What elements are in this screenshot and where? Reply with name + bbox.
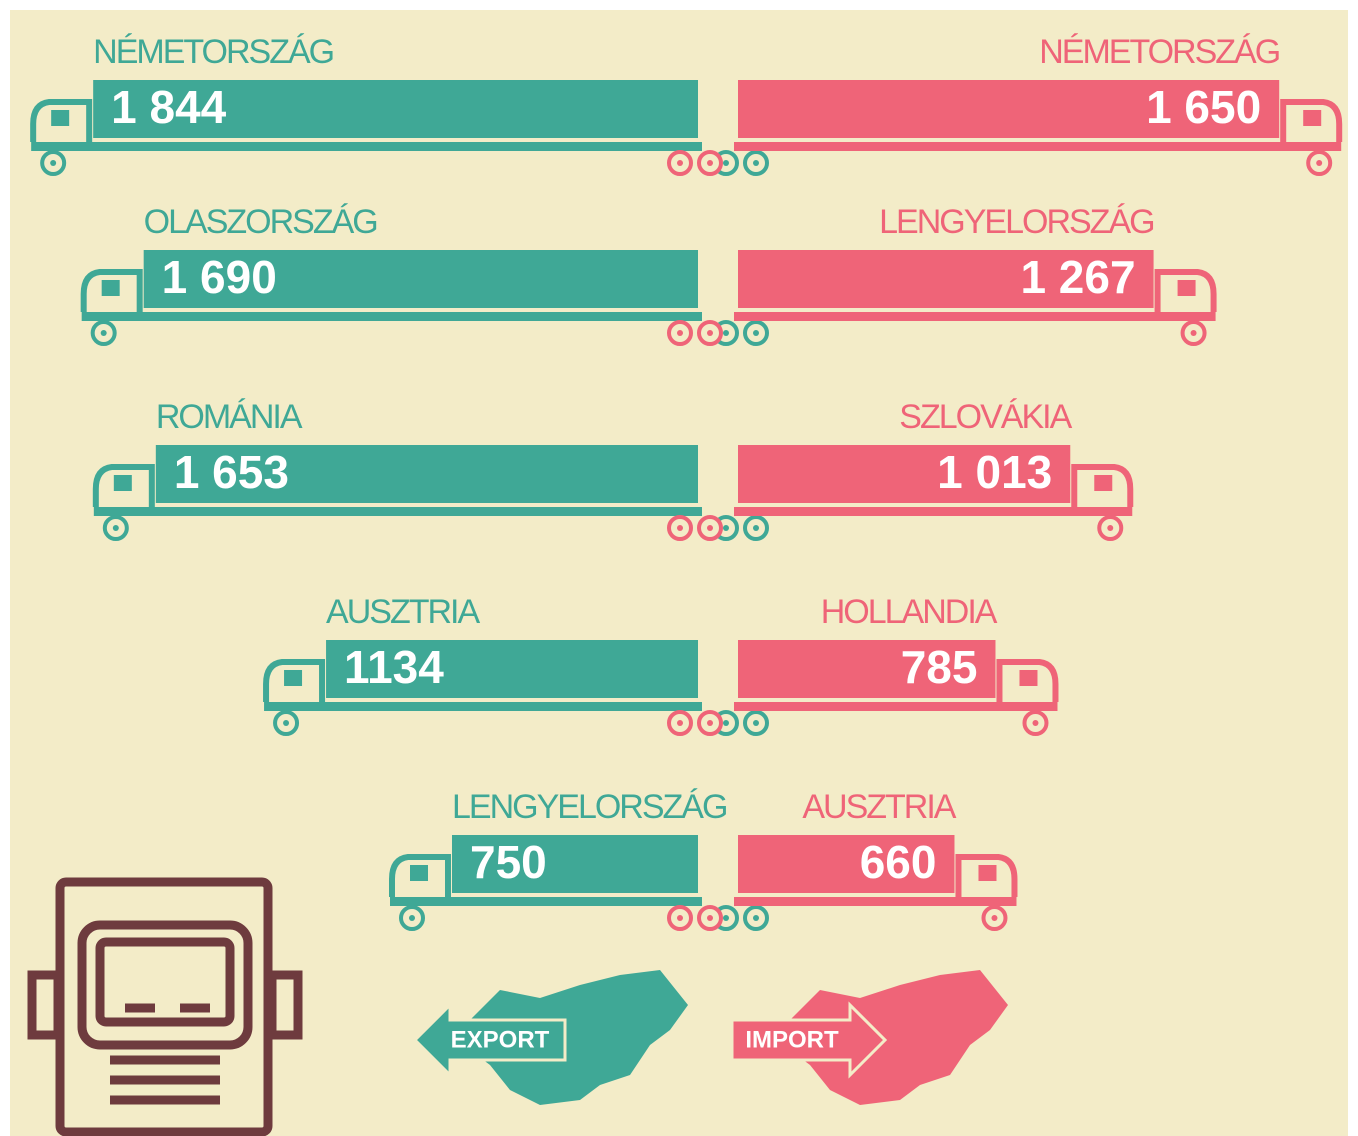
category-label: NÉMETORSZÁG bbox=[93, 33, 333, 71]
category-label: SZLOVÁKIA bbox=[899, 398, 1072, 436]
cab-window bbox=[978, 865, 997, 881]
hub bbox=[753, 525, 759, 531]
chassis bbox=[734, 312, 1216, 321]
cab bbox=[80, 269, 143, 312]
cab bbox=[389, 854, 451, 897]
hub bbox=[100, 330, 107, 336]
hub bbox=[707, 525, 713, 531]
category-label: NÉMETORSZÁG bbox=[1039, 33, 1279, 71]
trailer bbox=[738, 835, 955, 893]
hub bbox=[753, 330, 759, 336]
hub bbox=[1190, 330, 1197, 336]
cab-window bbox=[1019, 670, 1038, 686]
hub bbox=[753, 915, 759, 921]
trailer bbox=[738, 445, 1071, 503]
value-label: 1 013 bbox=[937, 446, 1052, 498]
import-arrow: IMPORT bbox=[730, 1001, 888, 1079]
category-label: AUSZTRIA bbox=[326, 593, 480, 631]
cab bbox=[1280, 99, 1343, 142]
value-label: 1 650 bbox=[1146, 81, 1261, 133]
hub bbox=[677, 720, 683, 726]
trailer bbox=[738, 640, 996, 698]
cab-window bbox=[51, 110, 70, 126]
cab-window bbox=[113, 475, 132, 491]
category-label: LENGYELORSZÁG bbox=[879, 203, 1153, 241]
cab bbox=[30, 99, 93, 142]
hub bbox=[707, 330, 713, 336]
hub bbox=[1032, 720, 1039, 726]
chassis bbox=[264, 702, 702, 711]
chassis bbox=[734, 142, 1342, 151]
chassis bbox=[93, 507, 703, 516]
hub bbox=[991, 915, 998, 921]
chassis bbox=[734, 897, 1017, 906]
cab bbox=[1071, 464, 1134, 507]
cab-window bbox=[284, 670, 303, 686]
hub bbox=[753, 160, 759, 166]
cab bbox=[92, 464, 155, 507]
trailer bbox=[143, 250, 698, 308]
hub bbox=[1316, 160, 1323, 166]
hub bbox=[677, 525, 683, 531]
hub bbox=[707, 160, 713, 166]
value-label: 750 bbox=[470, 836, 547, 888]
value-label: 1 690 bbox=[162, 251, 277, 303]
hub bbox=[1107, 525, 1114, 531]
chassis bbox=[31, 142, 703, 151]
series-label: EXPORT bbox=[451, 1026, 550, 1053]
value-label: 1134 bbox=[344, 641, 444, 693]
value-label: 1 267 bbox=[1020, 251, 1135, 303]
hub bbox=[723, 720, 729, 726]
hub bbox=[723, 525, 729, 531]
hub bbox=[753, 720, 759, 726]
trailer bbox=[738, 250, 1154, 308]
chassis bbox=[734, 507, 1133, 516]
category-label: HOLLANDIA bbox=[821, 593, 998, 631]
cab-window bbox=[101, 280, 120, 296]
hub bbox=[283, 720, 290, 726]
value-label: 1 844 bbox=[111, 81, 227, 133]
category-label: AUSZTRIA bbox=[802, 788, 956, 826]
cab-window bbox=[1177, 280, 1196, 296]
cab bbox=[263, 659, 326, 702]
hub bbox=[723, 330, 729, 336]
hub bbox=[677, 915, 683, 921]
value-label: 1 653 bbox=[174, 446, 289, 498]
series-label: IMPORT bbox=[745, 1026, 839, 1053]
chassis bbox=[734, 702, 1058, 711]
trailer bbox=[326, 640, 698, 698]
map-export bbox=[470, 970, 688, 1105]
background bbox=[10, 10, 1348, 1136]
hub bbox=[677, 160, 683, 166]
hub bbox=[409, 915, 415, 921]
cab bbox=[1154, 269, 1217, 312]
hub bbox=[707, 720, 713, 726]
hub bbox=[677, 330, 683, 336]
hub bbox=[50, 160, 57, 166]
trailer bbox=[155, 445, 699, 503]
hub bbox=[707, 915, 713, 921]
cab-window bbox=[410, 865, 428, 881]
cab bbox=[955, 854, 1018, 897]
category-label: LENGYELORSZÁG bbox=[452, 788, 726, 826]
hub bbox=[723, 915, 729, 921]
chassis bbox=[390, 897, 702, 906]
trailer bbox=[452, 835, 698, 893]
export-arrow: EXPORT bbox=[412, 1001, 567, 1079]
chassis bbox=[81, 312, 703, 321]
value-label: 660 bbox=[860, 836, 937, 888]
trailer bbox=[738, 80, 1280, 138]
value-label: 785 bbox=[901, 641, 978, 693]
category-label: ROMÁNIA bbox=[156, 398, 303, 436]
cab-window bbox=[1094, 475, 1113, 491]
hub bbox=[723, 160, 729, 166]
category-label: OLASZORSZÁG bbox=[144, 203, 377, 241]
cab-window bbox=[1303, 110, 1322, 126]
trailer bbox=[93, 80, 699, 138]
cab bbox=[996, 659, 1059, 702]
truck-icon bbox=[27, 877, 303, 1136]
hub bbox=[112, 525, 119, 531]
map-import bbox=[790, 970, 1008, 1105]
